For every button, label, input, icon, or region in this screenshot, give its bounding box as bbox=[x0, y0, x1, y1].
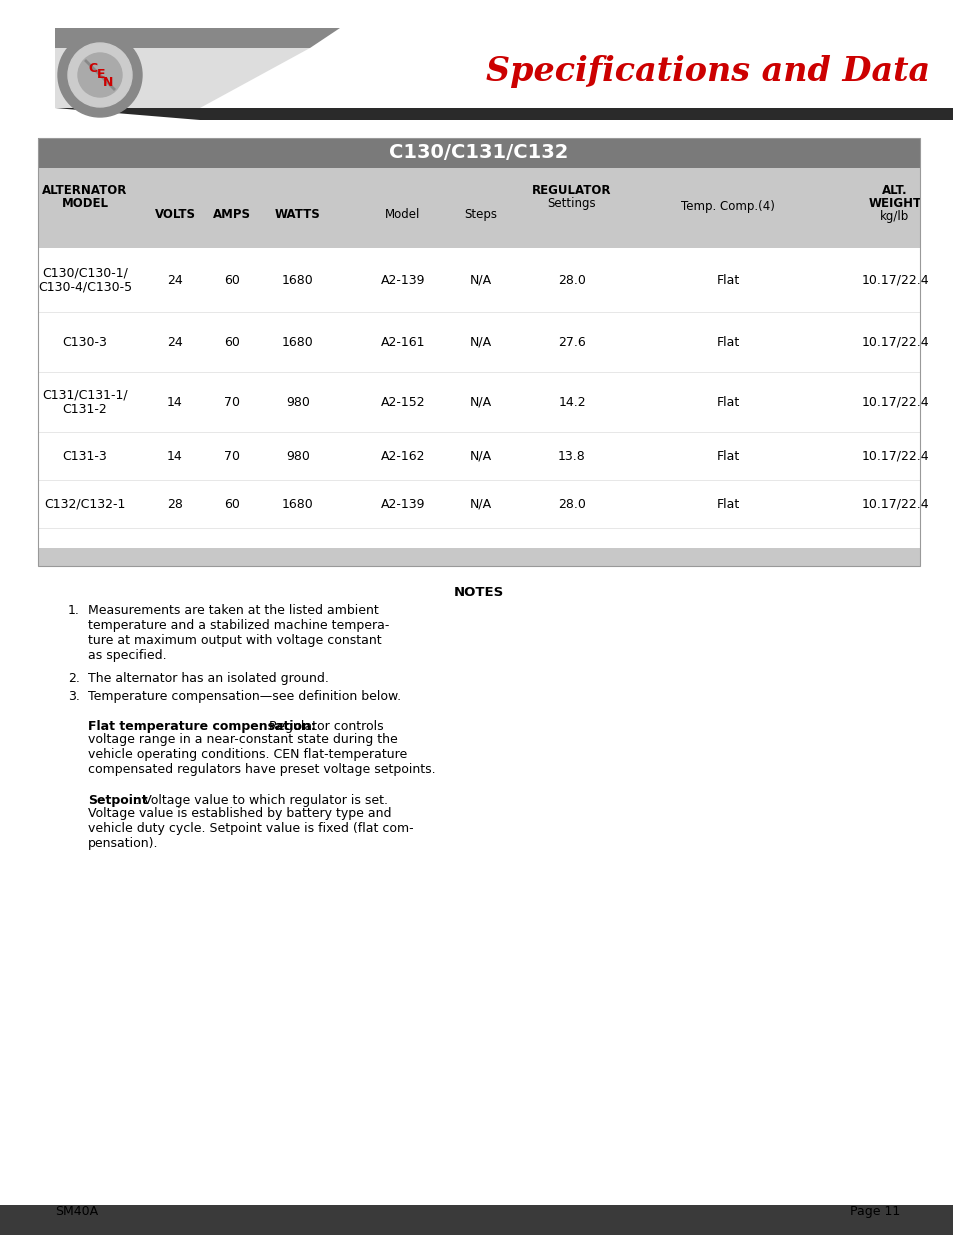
Text: 1.: 1. bbox=[68, 604, 80, 618]
Polygon shape bbox=[55, 28, 339, 48]
Text: A2-139: A2-139 bbox=[380, 498, 425, 510]
Text: 28.0: 28.0 bbox=[558, 273, 585, 287]
Text: 14.2: 14.2 bbox=[558, 395, 585, 409]
Text: C130-3: C130-3 bbox=[63, 336, 108, 348]
Text: ALT.: ALT. bbox=[882, 184, 907, 198]
Text: Flat: Flat bbox=[716, 336, 739, 348]
Circle shape bbox=[68, 43, 132, 107]
Text: Regulator controls: Regulator controls bbox=[265, 720, 383, 734]
Bar bbox=[38, 480, 919, 529]
Text: 14: 14 bbox=[167, 395, 183, 409]
Bar bbox=[38, 138, 919, 168]
Text: N/A: N/A bbox=[470, 498, 492, 510]
Bar bbox=[38, 372, 919, 432]
Text: C130/C130-1/
C130-4/C130-5: C130/C130-1/ C130-4/C130-5 bbox=[38, 266, 132, 294]
Text: 10.17/22.4: 10.17/22.4 bbox=[861, 498, 928, 510]
Text: voltage range in a near-constant state during the
vehicle operating conditions. : voltage range in a near-constant state d… bbox=[88, 734, 436, 776]
Bar bbox=[38, 312, 919, 372]
Text: The alternator has an isolated ground.: The alternator has an isolated ground. bbox=[88, 672, 329, 685]
Text: 1680: 1680 bbox=[282, 498, 314, 510]
Text: Specifications and Data: Specifications and Data bbox=[485, 56, 929, 89]
Text: C131-3: C131-3 bbox=[63, 450, 108, 462]
Text: 60: 60 bbox=[224, 498, 240, 510]
Text: 28.0: 28.0 bbox=[558, 498, 585, 510]
Text: Temperature compensation—see definition below.: Temperature compensation—see definition … bbox=[88, 690, 400, 703]
Text: 980: 980 bbox=[286, 395, 310, 409]
Bar bbox=[38, 548, 919, 566]
Text: ALTERNATOR: ALTERNATOR bbox=[42, 184, 128, 198]
Polygon shape bbox=[55, 48, 310, 107]
Text: 10.17/22.4: 10.17/22.4 bbox=[861, 336, 928, 348]
Circle shape bbox=[78, 53, 122, 98]
Text: 10.17/22.4: 10.17/22.4 bbox=[861, 450, 928, 462]
Text: Settings: Settings bbox=[547, 198, 596, 210]
Text: Flat: Flat bbox=[716, 395, 739, 409]
Text: C130/C131/C132: C130/C131/C132 bbox=[389, 143, 568, 163]
Text: 28: 28 bbox=[167, 498, 183, 510]
Text: NOTES: NOTES bbox=[454, 585, 503, 599]
Text: Flat: Flat bbox=[716, 498, 739, 510]
Text: N: N bbox=[103, 75, 113, 89]
Text: 14: 14 bbox=[167, 450, 183, 462]
Text: : Voltage value to which regulator is set.: : Voltage value to which regulator is se… bbox=[135, 794, 388, 806]
Text: N/A: N/A bbox=[470, 395, 492, 409]
Text: Flat: Flat bbox=[716, 273, 739, 287]
Text: kg/lb: kg/lb bbox=[880, 210, 908, 224]
Text: Flat temperature compensation:: Flat temperature compensation: bbox=[88, 720, 315, 734]
Text: 980: 980 bbox=[286, 450, 310, 462]
Text: MODEL: MODEL bbox=[61, 198, 109, 210]
Text: WEIGHT: WEIGHT bbox=[867, 198, 921, 210]
Text: 24: 24 bbox=[167, 273, 183, 287]
Text: C132/C132-1: C132/C132-1 bbox=[44, 498, 126, 510]
Text: C: C bbox=[89, 63, 97, 75]
Text: 3.: 3. bbox=[68, 690, 80, 703]
Text: Temp. Comp.(4): Temp. Comp.(4) bbox=[680, 200, 774, 212]
Text: 13.8: 13.8 bbox=[558, 450, 585, 462]
Text: Measurements are taken at the listed ambient
temperature and a stabilized machin: Measurements are taken at the listed amb… bbox=[88, 604, 389, 662]
Text: 70: 70 bbox=[224, 450, 240, 462]
Text: 60: 60 bbox=[224, 273, 240, 287]
Bar bbox=[0, 1205, 953, 1235]
Polygon shape bbox=[55, 107, 953, 120]
Text: WATTS: WATTS bbox=[274, 207, 320, 221]
Text: VOLTS: VOLTS bbox=[154, 207, 195, 221]
Text: N/A: N/A bbox=[470, 450, 492, 462]
Bar bbox=[38, 168, 919, 248]
Bar bbox=[38, 138, 919, 566]
Bar bbox=[38, 248, 919, 312]
Text: 1680: 1680 bbox=[282, 273, 314, 287]
Text: 60: 60 bbox=[224, 336, 240, 348]
Text: Flat: Flat bbox=[716, 450, 739, 462]
Text: Voltage value is established by battery type and
vehicle duty cycle. Setpoint va: Voltage value is established by battery … bbox=[88, 806, 414, 850]
Text: 24: 24 bbox=[167, 336, 183, 348]
Text: 70: 70 bbox=[224, 395, 240, 409]
Text: N/A: N/A bbox=[470, 336, 492, 348]
Text: A2-139: A2-139 bbox=[380, 273, 425, 287]
Text: 1680: 1680 bbox=[282, 336, 314, 348]
Text: 10.17/22.4: 10.17/22.4 bbox=[861, 395, 928, 409]
Text: 27.6: 27.6 bbox=[558, 336, 585, 348]
Text: Steps: Steps bbox=[464, 207, 497, 221]
Text: 2.: 2. bbox=[68, 672, 80, 685]
Text: AMPS: AMPS bbox=[213, 207, 251, 221]
Text: Page 11: Page 11 bbox=[849, 1205, 899, 1218]
Text: Model: Model bbox=[385, 207, 420, 221]
Text: 10.17/22.4: 10.17/22.4 bbox=[861, 273, 928, 287]
Text: REGULATOR: REGULATOR bbox=[532, 184, 611, 198]
Text: Setpoint: Setpoint bbox=[88, 794, 148, 806]
Bar bbox=[38, 432, 919, 480]
Text: SM40A: SM40A bbox=[55, 1205, 98, 1218]
Text: N/A: N/A bbox=[470, 273, 492, 287]
Text: A2-161: A2-161 bbox=[380, 336, 425, 348]
Text: C131/C131-1/
C131-2: C131/C131-1/ C131-2 bbox=[42, 388, 128, 416]
Text: A2-152: A2-152 bbox=[380, 395, 425, 409]
Circle shape bbox=[58, 33, 142, 117]
Text: E: E bbox=[96, 68, 105, 82]
Text: A2-162: A2-162 bbox=[380, 450, 425, 462]
